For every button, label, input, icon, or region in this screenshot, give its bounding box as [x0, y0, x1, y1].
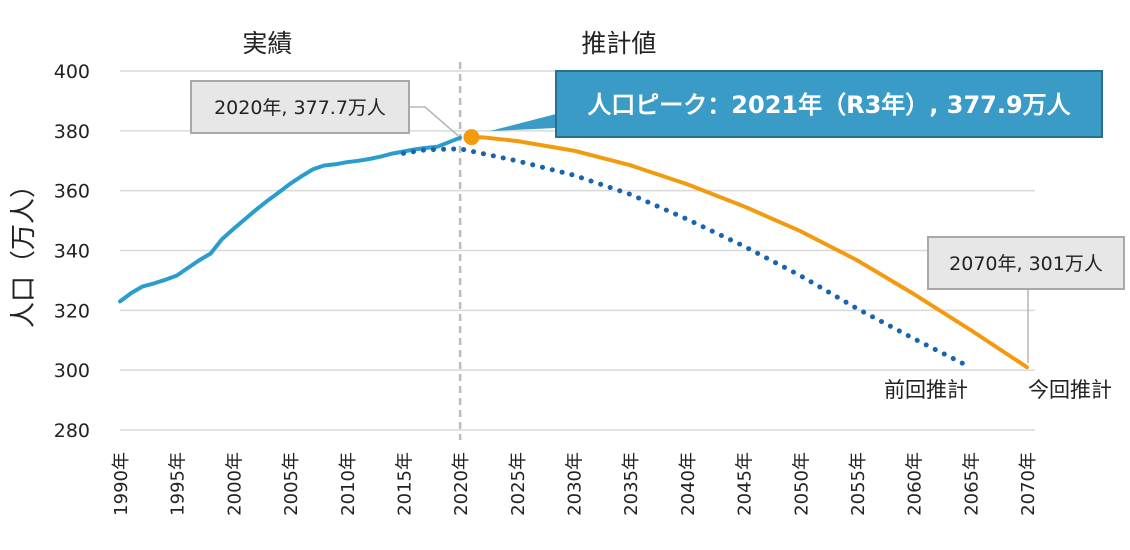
series-lines [118, 129, 1029, 370]
x-tick-label-1995: 1995年 [168, 452, 189, 516]
callout-peak-text: 人口ピーク：2021年（R3年）, 377.9万人 [587, 91, 1070, 119]
section-labels: 実績 推計値 [242, 29, 656, 58]
y-tick-label-400: 400 [54, 61, 90, 83]
y-tick-label-300: 300 [54, 360, 90, 382]
callout-2020-text: 2020年, 377.7万人 [214, 97, 386, 119]
x-tick-label-2025: 2025年 [508, 452, 529, 516]
x-tick-label-2055: 2055年 [848, 452, 869, 516]
x-tick-label-2015: 2015年 [394, 452, 415, 516]
y-tick-label-320: 320 [54, 300, 90, 322]
x-tick-label-2000: 2000年 [224, 452, 245, 516]
series-line-2 [400, 146, 973, 370]
x-tick-label-2060: 2060年 [905, 452, 926, 516]
section-label-1: 推計値 [581, 29, 656, 58]
x-tick-label-1990: 1990年 [111, 452, 132, 516]
y-tick-label-380: 380 [54, 121, 90, 143]
x-axis-ticks: 1990年 1995年 2000年 2005年 2010年 2015年 2020年 2025年… [111, 452, 1039, 516]
x-tick-label-2065: 2065年 [961, 452, 982, 516]
y-tick-label-280: 280 [54, 420, 90, 442]
x-tick-label-2005: 2005年 [281, 452, 302, 516]
label-current-forecast: 今回推計 [1028, 378, 1112, 402]
callout-peak-box [555, 70, 1103, 138]
callouts: 2020年, 377.7万人 人口ピーク：2021年（R3年）, 377.9万人 2… [190, 70, 1125, 402]
y-axis-ticks: 280 300 320 340 360 380 400 [54, 61, 90, 442]
x-tick-label-2045: 2045年 [735, 452, 756, 516]
x-tick-label-2020: 2020年 [451, 452, 472, 516]
series-line-1 [469, 135, 1029, 370]
x-tick-label-2030: 2030年 [565, 452, 586, 516]
y-tick-label-340: 340 [54, 241, 90, 263]
callout-peak-pointer [489, 114, 556, 132]
x-tick-label-2040: 2040年 [678, 452, 699, 516]
x-tick-label-2070: 2070年 [1018, 452, 1039, 516]
label-previous-forecast: 前回推計 [884, 378, 968, 402]
series-line-0 [118, 135, 463, 304]
callout-2070-text: 2070年, 301万人 [949, 253, 1103, 275]
y-tick-label-360: 360 [54, 181, 90, 203]
x-tick-label-2035: 2035年 [621, 452, 642, 516]
x-tick-label-2010: 2010年 [338, 452, 359, 516]
callout-2020-box [190, 80, 410, 134]
callout-2020-leader [410, 106, 459, 137]
peak-marker [463, 129, 480, 146]
x-tick-label-2050: 2050年 [791, 452, 812, 516]
y-axis-label: 人口（万人） [9, 172, 39, 328]
callout-2070-box [927, 236, 1125, 290]
section-label-0: 実績 [242, 29, 292, 58]
